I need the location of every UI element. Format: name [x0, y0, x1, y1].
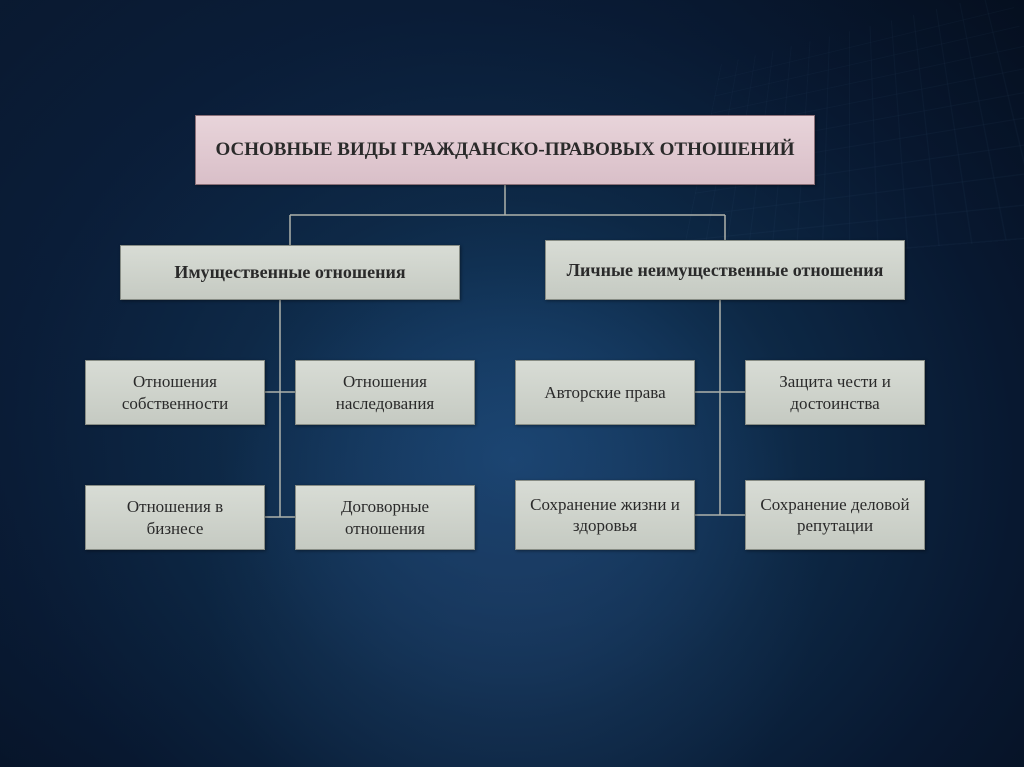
title-box: ОСНОВНЫЕ ВИДЫ ГРАЖДАНСКО-ПРАВОВЫХ ОТНОШЕ…: [195, 115, 815, 185]
leaf-box: Отношения в бизнесе: [85, 485, 265, 550]
leaf-box: Сохранение жизни и здоровья: [515, 480, 695, 550]
branch-label: Имущественные отношения: [174, 261, 405, 284]
leaf-label: Защита чести и достоинства: [758, 371, 912, 414]
title-text: ОСНОВНЫЕ ВИДЫ ГРАЖДАНСКО-ПРАВОВЫХ ОТНОШЕ…: [215, 138, 794, 163]
leaf-label: Отношения в бизнесе: [98, 496, 252, 539]
org-chart-diagram: ОСНОВНЫЕ ВИДЫ ГРАЖДАНСКО-ПРАВОВЫХ ОТНОШЕ…: [0, 0, 1024, 767]
leaf-label: Договорные отношения: [308, 496, 462, 539]
branch-box-property: Имущественные отношения: [120, 245, 460, 300]
leaf-box: Договорные отношения: [295, 485, 475, 550]
leaf-label: Сохранение деловой репутации: [758, 494, 912, 537]
leaf-label: Отношения собственности: [98, 371, 252, 414]
leaf-label: Авторские права: [544, 382, 665, 403]
leaf-box: Защита чести и достоинства: [745, 360, 925, 425]
leaf-box: Отношения собственности: [85, 360, 265, 425]
leaf-box: Сохранение деловой репутации: [745, 480, 925, 550]
branch-box-personal: Личные неимущественные отношения: [545, 240, 905, 300]
branch-label: Личные неимущественные отношения: [567, 259, 884, 282]
leaf-box: Авторские права: [515, 360, 695, 425]
leaf-box: Отношения наследования: [295, 360, 475, 425]
leaf-label: Отношения наследования: [308, 371, 462, 414]
leaf-label: Сохранение жизни и здоровья: [528, 494, 682, 537]
